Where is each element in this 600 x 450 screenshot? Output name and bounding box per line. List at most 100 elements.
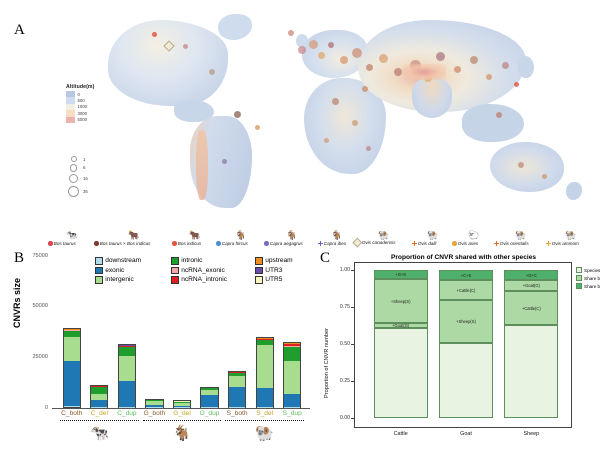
panel-b-group-animal-icon: 🐄 bbox=[89, 425, 109, 442]
panel-c-segment-label: +Goat(G) bbox=[392, 323, 410, 329]
altitude-legend-label: 5000 bbox=[77, 117, 88, 123]
sample-size-label: 16 bbox=[83, 176, 88, 182]
legend-label: UTR3 bbox=[265, 266, 283, 274]
panel-c-bar[interactable]: +C+S +Cattle(C) +Sheep(S) bbox=[439, 270, 493, 418]
species-legend-item: Ovis ammom bbox=[546, 241, 579, 246]
legend-label: exonic bbox=[105, 266, 125, 274]
species-legend-item: Ovis canadensis bbox=[352, 238, 396, 248]
bar-segment bbox=[256, 387, 273, 407]
panel-c-bar-segment: +Cattle(C) bbox=[504, 291, 559, 326]
bar-segment bbox=[63, 406, 80, 407]
panel-b-legend-item: upstream bbox=[255, 256, 293, 266]
panel-c-bar-segment: +C+S bbox=[439, 270, 493, 281]
altitude-highlight-andes bbox=[196, 130, 208, 200]
panel-c-segment-label: +G+S bbox=[395, 271, 406, 277]
species-legend-label: Capra ibex bbox=[323, 241, 346, 246]
species-legend-label: Bos indicus bbox=[177, 241, 202, 246]
species-legend-item: Bos taurus × Bos indicus bbox=[94, 241, 150, 246]
sample-size-legend-item: 16 bbox=[68, 173, 88, 184]
panel-c-y-tick-label: 0.25 bbox=[339, 378, 350, 384]
panel-b-legend-item: UTR3 bbox=[255, 266, 293, 276]
bar-segment bbox=[146, 400, 163, 402]
panel-c-segment-label: +G+C bbox=[525, 272, 537, 278]
panel-b-legend-item: intergenic bbox=[95, 275, 141, 285]
altitude-highlight-himalaya bbox=[402, 64, 446, 80]
species-legend-item: Ovis dalli bbox=[412, 241, 436, 246]
species-legend-label: Ovis ammom bbox=[551, 241, 579, 246]
bar-segment bbox=[201, 388, 218, 391]
legend-label: ncRNA_intronic bbox=[181, 276, 227, 284]
bar[interactable] bbox=[172, 400, 192, 408]
bar-segment bbox=[118, 346, 135, 347]
species-legend-label: Bos taurus bbox=[53, 241, 76, 246]
panel-c-y-tick-mark bbox=[351, 307, 354, 308]
bar-segment bbox=[173, 402, 191, 406]
sample-size-legend-item: 1 bbox=[68, 156, 88, 162]
panel-b-group-animal-icon: 🐏 bbox=[255, 425, 274, 442]
panel-b-plot-area bbox=[58, 256, 306, 408]
panel-b-x-tick-label: S_dup bbox=[282, 410, 302, 417]
panel-c-bar-segment bbox=[439, 343, 493, 418]
panel-b-x-tick-label: G_dup bbox=[199, 410, 220, 417]
legend-swatch bbox=[95, 266, 103, 275]
bar[interactable] bbox=[255, 336, 274, 408]
map-point bbox=[234, 111, 241, 118]
legend-swatch bbox=[171, 257, 179, 265]
altitude-legend-label: 0 bbox=[77, 91, 80, 97]
map-point bbox=[514, 82, 519, 87]
species-marker-circle-icon bbox=[452, 241, 457, 246]
map-point bbox=[318, 52, 325, 59]
bar-segment bbox=[284, 343, 301, 345]
altitude-legend-label: 3000 bbox=[77, 110, 88, 116]
panel-c-segment-label: +C+S bbox=[460, 272, 472, 278]
legend-swatch bbox=[95, 276, 103, 284]
species-legend: Bos taurus 🐄 Bos taurus × Bos indicus 🐂 Bos … bbox=[48, 222, 593, 248]
bar[interactable] bbox=[283, 341, 302, 408]
bar[interactable] bbox=[62, 327, 81, 408]
bar[interactable] bbox=[200, 386, 219, 408]
bar[interactable] bbox=[228, 370, 247, 408]
panel-a-world-map: A bbox=[14, 14, 582, 248]
legend-swatch bbox=[576, 267, 582, 274]
altitude-swatch bbox=[66, 116, 75, 123]
map-point bbox=[288, 30, 294, 36]
landmass-india bbox=[412, 78, 452, 118]
species-legend-item: Ovis aries bbox=[452, 241, 478, 246]
bar-segment bbox=[284, 344, 301, 346]
species-legend-item: Ovis orientalis bbox=[494, 241, 529, 246]
bar-segment bbox=[256, 338, 273, 340]
species-legend-item: Capra ibex bbox=[318, 241, 346, 246]
bar-segment bbox=[201, 390, 218, 396]
map-point bbox=[332, 98, 339, 105]
species-legend-item: Capra hircus bbox=[216, 241, 248, 246]
altitude-legend-item: 5000 bbox=[66, 116, 94, 123]
legend-swatch bbox=[171, 266, 179, 275]
panel-a-letter: A bbox=[14, 22, 25, 38]
bar-segment bbox=[284, 345, 301, 347]
panel-c-segment-label: +Goat(G) bbox=[522, 283, 540, 289]
bar[interactable] bbox=[145, 398, 164, 408]
map-point bbox=[486, 74, 492, 80]
bar[interactable] bbox=[90, 384, 109, 408]
sample-size-legend-item: 36 bbox=[68, 185, 88, 198]
bar[interactable] bbox=[117, 344, 136, 408]
bar-segment bbox=[63, 330, 80, 338]
legend-swatch bbox=[255, 276, 263, 284]
panel-b-legend-column: upstream UTR3 UTR5 bbox=[255, 256, 293, 285]
map-point bbox=[222, 159, 227, 164]
altitude-swatch bbox=[66, 110, 75, 117]
sample-size-label: 6 bbox=[83, 165, 86, 171]
panel-c-bar-segment: +Goat(G) bbox=[373, 323, 428, 329]
bar-segment bbox=[118, 347, 135, 356]
species-marker-circle-icon bbox=[172, 241, 177, 246]
panel-b-x-tick-label: G_both bbox=[143, 410, 166, 417]
legend-label: Species-specific bbox=[584, 267, 600, 273]
panel-c-bar[interactable]: +G+C +Goat(G) +Cattle(C) bbox=[504, 270, 559, 418]
landmass-north-america bbox=[108, 20, 228, 106]
bar-segment bbox=[63, 329, 80, 331]
panel-c-y-tick-label: 1.00 bbox=[339, 267, 350, 273]
panel-c-bar[interactable]: +G+S +Sheep(S) +Goat(G) bbox=[373, 270, 428, 418]
species-legend-item: Bos indicus bbox=[172, 241, 201, 246]
panel-b-group-underline bbox=[142, 420, 222, 423]
bar-segment bbox=[173, 401, 191, 403]
